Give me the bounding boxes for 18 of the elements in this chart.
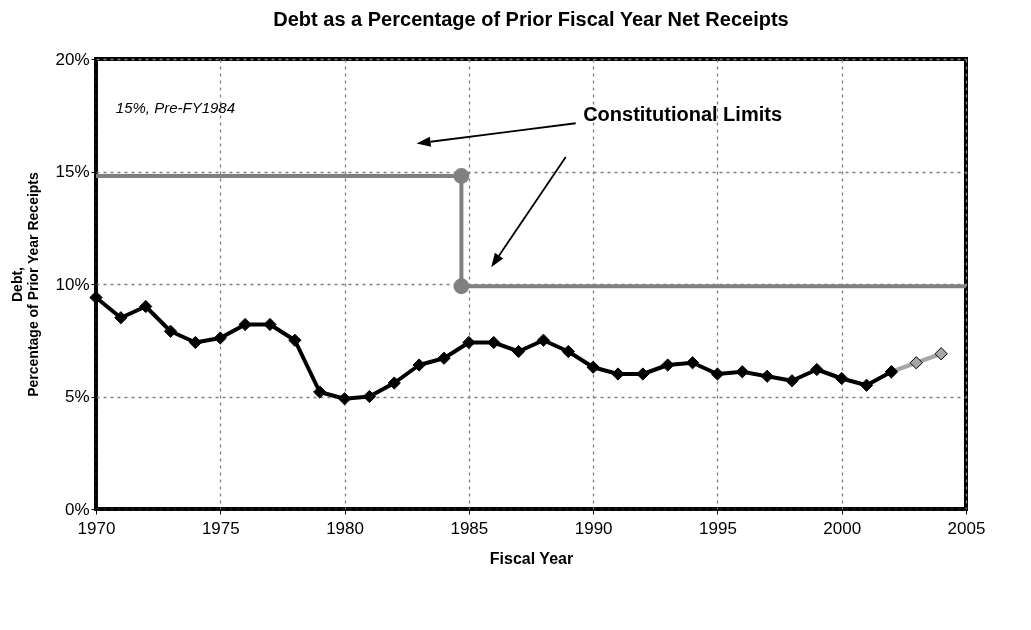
x-tick-label: 1995 xyxy=(699,518,737,538)
y-tick-label: 5% xyxy=(64,387,90,406)
chart-title: Debt as a Percentage of Prior Fiscal Year Net Receipts xyxy=(273,8,789,30)
x-axis-title: Fiscal Year xyxy=(489,549,574,567)
x-tick-label: 1990 xyxy=(574,518,613,538)
x-tick-label: 1980 xyxy=(326,518,364,538)
y-tick-label: 15% xyxy=(55,162,90,181)
x-tick-label: 2005 xyxy=(947,518,986,538)
annotation: Constitutional Limits xyxy=(583,103,783,126)
y-tick-label: 10% xyxy=(55,274,90,294)
y-tick-label: 0% xyxy=(64,499,90,519)
x-tick-label: 1975 xyxy=(201,518,240,538)
x-tick-label: 1970 xyxy=(77,518,116,538)
y-axis-title: Debt, Percentage of Prior Year Receipts xyxy=(9,171,42,397)
x-tick-label: 1985 xyxy=(450,518,489,538)
x-tick-label: 2000 xyxy=(823,518,862,538)
annotation: 15%, Pre-FY1984 xyxy=(115,98,236,116)
y-tick-label: 20% xyxy=(55,49,90,69)
